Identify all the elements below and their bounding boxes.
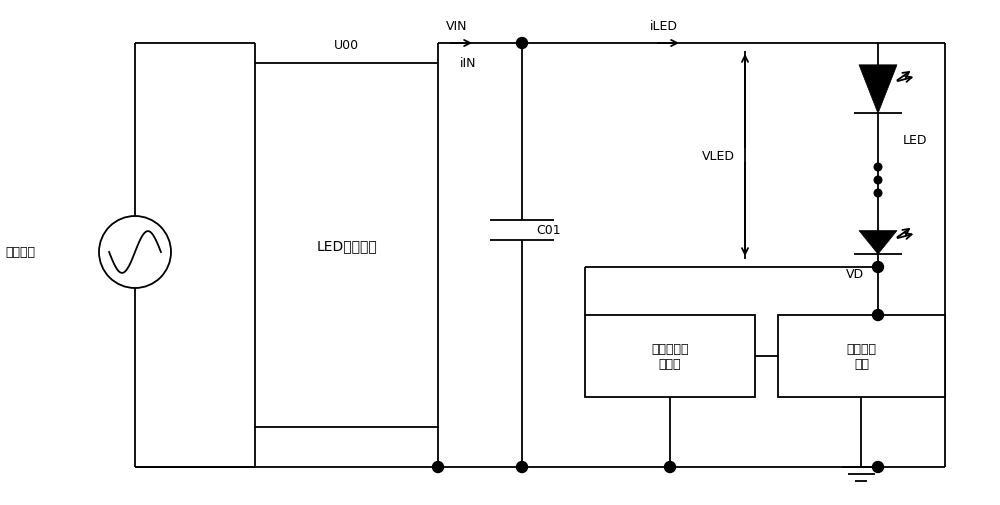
Text: LED驱动电路: LED驱动电路 xyxy=(316,238,377,252)
Text: VLED: VLED xyxy=(702,149,735,162)
Text: LED: LED xyxy=(903,134,927,147)
Circle shape xyxy=(874,177,882,184)
Text: 交流输入: 交流输入 xyxy=(5,246,35,259)
Bar xyxy=(585,316,755,397)
Circle shape xyxy=(433,462,444,473)
Circle shape xyxy=(872,262,883,273)
Circle shape xyxy=(664,462,676,473)
Text: VIN: VIN xyxy=(446,20,468,33)
Circle shape xyxy=(516,38,528,49)
Text: U00: U00 xyxy=(334,39,359,52)
Circle shape xyxy=(874,190,882,197)
Polygon shape xyxy=(859,66,897,114)
Circle shape xyxy=(872,462,883,473)
Text: 纹波消除
模块: 纹波消除 模块 xyxy=(846,342,876,370)
Text: VD: VD xyxy=(846,268,864,280)
Text: C01: C01 xyxy=(536,224,561,237)
Circle shape xyxy=(874,164,882,172)
Text: iLED: iLED xyxy=(650,20,678,33)
Bar xyxy=(778,316,945,397)
Text: iIN: iIN xyxy=(460,57,477,70)
Polygon shape xyxy=(859,231,897,255)
Text: 输入变化检
测模块: 输入变化检 测模块 xyxy=(651,342,689,370)
Bar xyxy=(255,64,438,427)
Circle shape xyxy=(872,310,883,321)
Circle shape xyxy=(516,462,528,473)
